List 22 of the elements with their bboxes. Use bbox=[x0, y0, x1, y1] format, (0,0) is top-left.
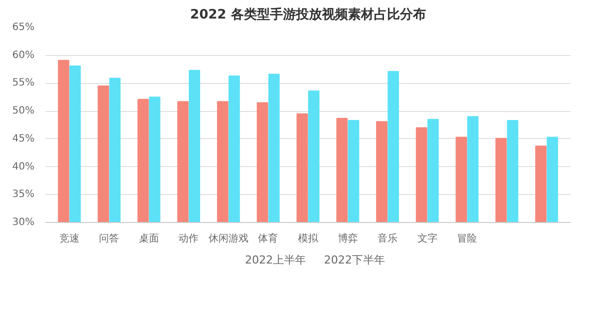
x-tick-label: 体育 bbox=[258, 232, 278, 244]
x-tick-label: 竞速 bbox=[59, 232, 80, 244]
x-tick-label: 文字 bbox=[417, 232, 438, 244]
y-tick-label: 30% bbox=[12, 217, 35, 228]
text: 2022下半年 bbox=[324, 252, 385, 268]
x-tick-label: 冒险 bbox=[457, 232, 478, 244]
x-tick-label: 音乐 bbox=[378, 232, 398, 244]
y-tick-label: 35% bbox=[12, 189, 35, 200]
x-tick-label: 桌面 bbox=[138, 232, 159, 244]
y-tick-label: 55% bbox=[12, 78, 35, 89]
x-tick-label: 休闲游戏 bbox=[208, 232, 248, 244]
x-tick-label: 博弈 bbox=[338, 232, 358, 244]
y-tick-label: 45% bbox=[12, 133, 35, 144]
y-tick-label: 50% bbox=[12, 106, 35, 117]
y-tick-label: 65% bbox=[12, 22, 35, 33]
y-tick-label: 40% bbox=[12, 161, 35, 172]
x-tick-label: 模拟 bbox=[298, 232, 319, 244]
text: 2022上半年 bbox=[245, 252, 306, 268]
chart-title: 2022 各类型手游投放视频素材占比分布 bbox=[190, 6, 426, 22]
x-tick-label: 问答 bbox=[99, 232, 120, 244]
x-tick-label: 动作 bbox=[178, 234, 199, 244]
y-tick-label: 60% bbox=[12, 50, 35, 61]
